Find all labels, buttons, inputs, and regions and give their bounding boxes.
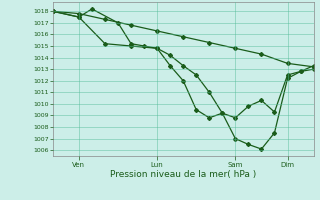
- X-axis label: Pression niveau de la mer( hPa ): Pression niveau de la mer( hPa ): [110, 170, 256, 179]
